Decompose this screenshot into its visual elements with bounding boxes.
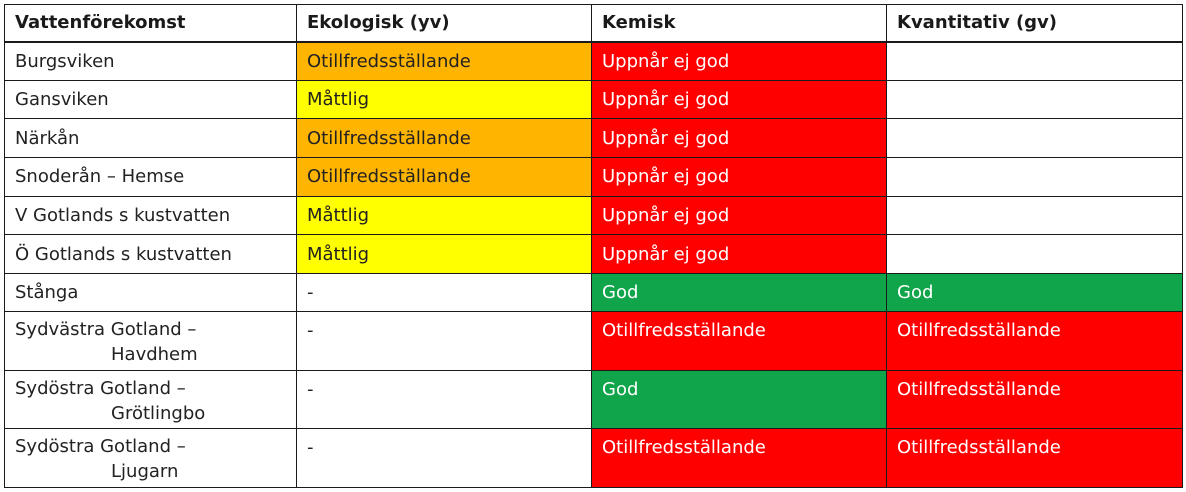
header-ekologisk: Ekologisk (yv) [296,4,592,43]
kvantitativ-status-cell [886,79,1183,120]
name-line: Ö Gotlands s kustvatten [15,243,232,265]
kvantitativ-status-cell: Otillfredsställande [886,311,1183,371]
header-vattenforekomst: Vattenförekomst [4,4,297,43]
name-line: Stånga [15,282,79,304]
kemisk-status-cell: Uppnår ej god [591,156,887,197]
water-body-name: Sydöstra Gotland – Grötlingbo [4,369,297,430]
kvantitativ-status-cell [886,41,1183,81]
water-body-name: Sydöstra Gotland – Ljugarn [4,428,297,488]
kemisk-status-cell: Uppnår ej god [591,79,887,120]
header-row: Vattenförekomst Ekologisk (yv) Kemisk Kv… [4,4,1183,43]
ekologisk-status-cell: - [296,272,592,313]
name-line: Sydvästra Gotland – [15,319,197,341]
table-row: Sydöstra Gotland – Ljugarn - Otillfredsstäl… [4,428,1183,488]
kvantitativ-status-cell [886,118,1183,158]
kemisk-status-cell: God [591,272,887,313]
name-line: Närkån [15,127,80,149]
table-row: Stånga - God God [4,272,1183,313]
water-body-name: Närkån [4,118,297,158]
ekologisk-status-cell: - [296,369,592,430]
kemisk-status-cell: Otillfredsställande [591,428,887,488]
table-row: V Gotlands s kustvatten Måttlig Uppnår ej … [4,195,1183,236]
water-body-name: V Gotlands s kustvatten [4,195,297,236]
name-line-continued: Grötlingbo [111,402,206,424]
table-row: Närkån Otillfredsställande Uppnår ej god [4,118,1183,158]
kemisk-status-cell: Uppnår ej god [591,195,887,236]
water-body-name: Gansviken [4,79,297,120]
ekologisk-status-cell: Måttlig [296,195,592,236]
kvantitativ-status-cell [886,156,1183,197]
water-body-name: Burgsviken [4,41,297,81]
name-line: Burgsviken [15,50,115,72]
table-body: Burgsviken Otillfredsställande Uppnår ej g… [4,41,1183,488]
kemisk-status-cell: Otillfredsställande [591,311,887,371]
header-kemisk: Kemisk [591,4,887,43]
kvantitativ-status-cell: God [886,272,1183,313]
kemisk-status-cell: Uppnår ej god [591,41,887,81]
ekologisk-status-cell: Måttlig [296,79,592,120]
name-line: Sydöstra Gotland – [15,377,186,399]
name-line: Sydöstra Gotland – [15,436,186,458]
water-body-name: Ö Gotlands s kustvatten [4,234,297,274]
kvantitativ-status-cell [886,195,1183,236]
table-row: Burgsviken Otillfredsställande Uppnår ej g… [4,41,1183,81]
kemisk-status-cell: Uppnår ej god [591,234,887,274]
name-line: V Gotlands s kustvatten [15,204,231,226]
table-row: Gansviken Måttlig Uppnår ej god [4,79,1183,120]
kvantitativ-status-cell: Otillfredsställande [886,428,1183,488]
water-body-name: Snoderån – Hemse [4,156,297,197]
ekologisk-status-cell: - [296,428,592,488]
kvantitativ-status-cell: Otillfredsställande [886,369,1183,430]
ekologisk-status-cell: Måttlig [296,234,592,274]
name-line: Gansviken [15,88,109,110]
status-table: Vattenförekomst Ekologisk (yv) Kemisk Kv… [4,4,1183,488]
ekologisk-status-cell: - [296,311,592,371]
ekologisk-status-cell: Otillfredsställande [296,41,592,81]
table-row: Snoderån – Hemse Otillfredsställande Uppnå… [4,156,1183,197]
ekologisk-status-cell: Otillfredsställande [296,156,592,197]
name-line-continued: Havdhem [111,344,198,366]
header-kvantitativ: Kvantitativ (gv) [886,4,1183,43]
water-body-name: Stånga [4,272,297,313]
table-row: Sydöstra Gotland – Grötlingbo - God Otillfre… [4,369,1183,430]
water-body-name: Sydvästra Gotland – Havdhem [4,311,297,371]
kemisk-status-cell: God [591,369,887,430]
name-line-continued: Ljugarn [111,461,179,483]
kvantitativ-status-cell [886,234,1183,274]
ekologisk-status-cell: Otillfredsställande [296,118,592,158]
kemisk-status-cell: Uppnår ej god [591,118,887,158]
table-row: Sydvästra Gotland – Havdhem - Otillfredsstä… [4,311,1183,371]
name-line: Snoderån – Hemse [15,166,185,188]
table-row: Ö Gotlands s kustvatten Måttlig Uppnår ej … [4,234,1183,274]
